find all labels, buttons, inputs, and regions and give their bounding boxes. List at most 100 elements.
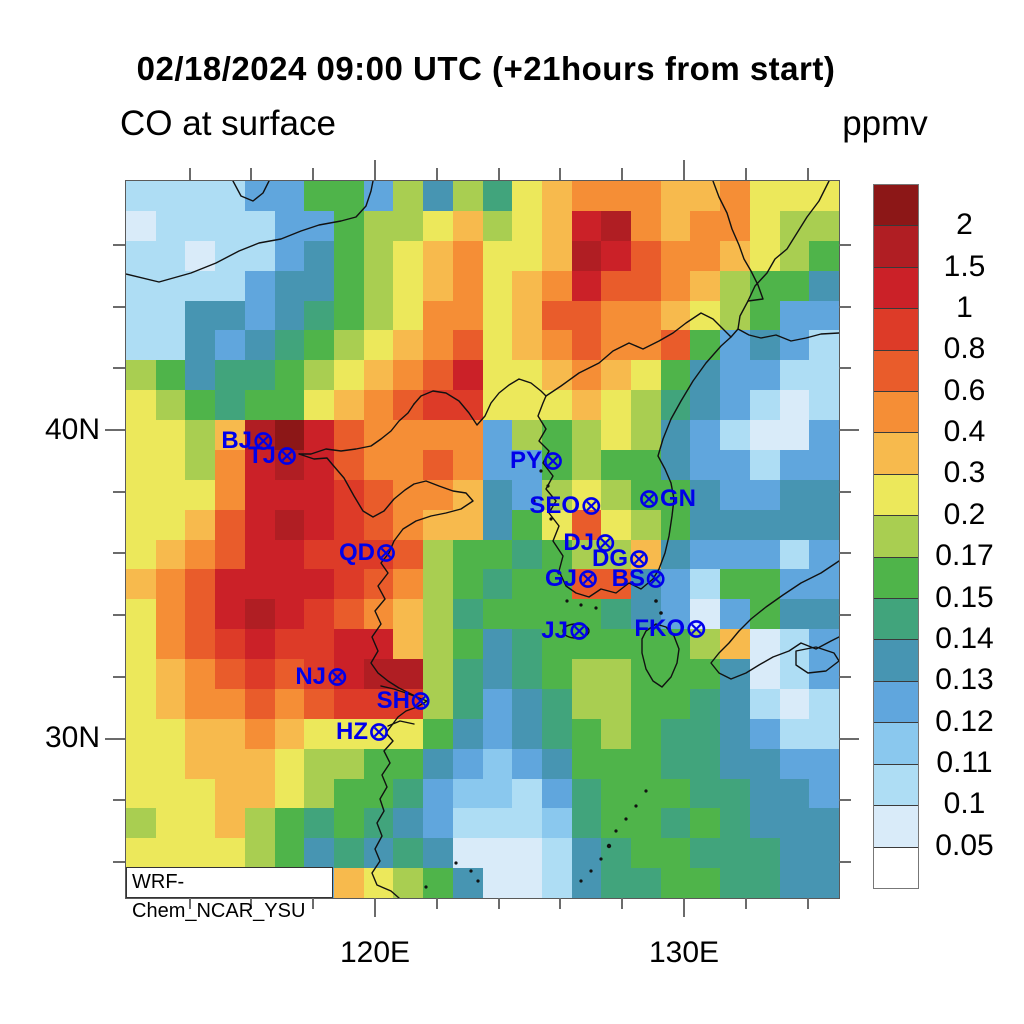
grid-cell: [749, 808, 780, 839]
grid-cell: [749, 509, 780, 540]
grid-cell: [512, 718, 542, 749]
grid-cell: [393, 718, 424, 749]
grid-cell: [155, 778, 186, 809]
grid-cell: [274, 748, 305, 779]
grid-cell: [423, 449, 453, 480]
grid-cell: [571, 688, 602, 719]
grid-cell: [482, 539, 513, 570]
coast-china: [298, 403, 474, 898]
grid-cell: [749, 449, 780, 480]
grid-cell: [126, 330, 156, 361]
grid-cell: [215, 778, 245, 809]
grid-cell: [126, 210, 156, 241]
lat-tick-label-30n: 30N: [44, 721, 100, 754]
grid-cell: [423, 479, 453, 510]
grid-cell: [749, 479, 780, 510]
station-marker-icon: [579, 570, 597, 588]
grid-cell: [452, 360, 483, 391]
station-label: QD: [339, 539, 375, 566]
colorbar-box: [874, 185, 918, 227]
border-russia-1: [737, 181, 830, 330]
grid-cell: [809, 300, 839, 331]
grid-cell: [274, 240, 305, 271]
grid-cell: [423, 181, 453, 211]
grid-cell: [244, 300, 275, 331]
grid-cell: [571, 420, 602, 450]
grid-cell: [423, 808, 453, 839]
grid-cell: [423, 240, 453, 271]
grid-cell: [452, 748, 483, 779]
station-fko: FKO: [634, 615, 706, 642]
grid-cell: [809, 509, 839, 540]
grid-cell: [541, 868, 572, 898]
station-marker-icon: [687, 620, 705, 638]
grid-cell: [601, 688, 632, 719]
axis-tick: [312, 168, 315, 180]
grid-cell: [333, 748, 364, 779]
grid-cell: [274, 420, 305, 450]
station-marker-icon: [570, 622, 588, 640]
grid-cell: [660, 300, 691, 331]
grid-cell: [185, 718, 216, 749]
grid-cell: [452, 838, 483, 869]
grid-cell: [244, 808, 275, 839]
grid-cell: [185, 778, 216, 809]
grid-cell: [482, 718, 513, 749]
grid-cell: [512, 360, 542, 391]
grid-cell: [482, 778, 513, 809]
islands: [424, 469, 663, 889]
colorbar-label: 0.13: [935, 663, 994, 697]
colorbar-label: 1: [956, 291, 973, 325]
grid-cell: [690, 659, 721, 689]
grid-cell: [185, 569, 216, 600]
station-label: FKO: [634, 615, 685, 642]
grid-cell: [779, 449, 810, 480]
axis-tick: [113, 614, 125, 617]
grid-cell: [304, 240, 334, 271]
grid-cell: [333, 240, 364, 271]
grid-cell: [541, 838, 572, 869]
grid-cell: [720, 449, 750, 480]
grid-cell: [690, 569, 721, 600]
grid-cell: [393, 270, 424, 301]
grid-cell: [809, 748, 839, 779]
grid-cell: [215, 569, 245, 600]
station-label: GN: [660, 485, 696, 512]
grid-cell: [690, 420, 721, 450]
axis-tick: [497, 168, 500, 180]
grid-cell: [512, 479, 542, 510]
map-plot: WRF-Chem_NCAR_YSU BJ TJ QD NJ SH HZ PY SEO GN DJ D…: [125, 180, 840, 922]
grid-cell: [631, 778, 661, 809]
grid-cell: [215, 629, 245, 659]
grid-cell: [809, 778, 839, 809]
grid-cell: [393, 390, 424, 420]
grid-cell: [363, 360, 394, 391]
grid-cell: [185, 688, 216, 719]
axis-tick: [839, 552, 851, 555]
grid-cell: [512, 539, 542, 570]
grid-cell: [363, 629, 394, 659]
grid-cell: [423, 300, 453, 331]
grid-cell: [126, 808, 156, 839]
grid-cell: [571, 240, 602, 271]
station-py: PY: [509, 447, 563, 474]
grid-cell: [720, 808, 750, 839]
station-label: PY: [509, 447, 542, 474]
co-grid: [126, 181, 839, 898]
grid-cell: [512, 629, 542, 659]
grid-cell: [126, 659, 156, 689]
grid-cell: [363, 420, 394, 450]
grid-cell: [541, 509, 572, 540]
grid-cell: [512, 181, 542, 211]
grid-cell: [423, 599, 453, 630]
grid-cell: [155, 688, 186, 719]
grid-cell: [779, 210, 810, 241]
grid-cell: [126, 599, 156, 630]
grid-cell: [779, 539, 810, 570]
station-marker-icon: [582, 497, 600, 515]
grid-cell: [482, 300, 513, 331]
grid-cell: [749, 210, 780, 241]
grid-cell: [363, 181, 394, 211]
grid-cell: [215, 599, 245, 630]
colorbar-box: [874, 267, 918, 310]
